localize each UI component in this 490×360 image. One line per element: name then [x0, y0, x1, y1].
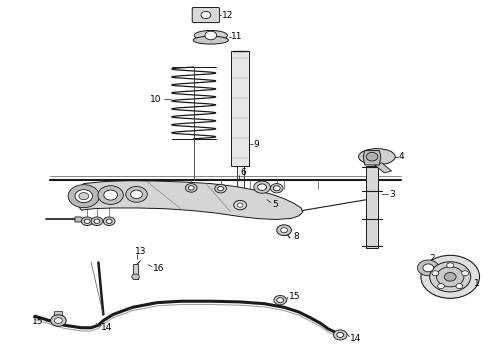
Circle shape: [430, 262, 471, 292]
Polygon shape: [363, 150, 381, 165]
Polygon shape: [374, 163, 392, 173]
Text: 10: 10: [150, 95, 162, 104]
Circle shape: [432, 271, 439, 276]
Circle shape: [274, 296, 287, 305]
Circle shape: [337, 332, 343, 337]
Circle shape: [91, 217, 103, 226]
Circle shape: [98, 186, 123, 204]
Circle shape: [103, 217, 115, 226]
Polygon shape: [231, 51, 249, 166]
Circle shape: [75, 190, 93, 203]
Text: 9: 9: [254, 140, 260, 149]
Circle shape: [201, 12, 211, 19]
Circle shape: [444, 273, 456, 281]
Circle shape: [68, 185, 99, 208]
Circle shape: [333, 330, 347, 340]
Circle shape: [54, 318, 62, 323]
Polygon shape: [366, 166, 378, 248]
Text: 5: 5: [272, 200, 278, 209]
Circle shape: [258, 184, 267, 190]
Text: 1: 1: [474, 279, 479, 288]
Circle shape: [84, 219, 90, 224]
Circle shape: [131, 190, 143, 199]
Circle shape: [81, 217, 93, 226]
Circle shape: [421, 255, 480, 298]
Circle shape: [205, 31, 217, 40]
Circle shape: [423, 264, 434, 272]
Circle shape: [447, 263, 454, 268]
Text: 7: 7: [87, 188, 93, 197]
Circle shape: [437, 267, 464, 287]
Circle shape: [456, 284, 463, 289]
Circle shape: [215, 184, 226, 193]
Circle shape: [218, 186, 223, 191]
Text: 8: 8: [293, 232, 298, 241]
Circle shape: [417, 260, 439, 276]
Text: 3: 3: [389, 190, 395, 199]
Circle shape: [185, 184, 197, 192]
FancyBboxPatch shape: [192, 8, 220, 23]
Circle shape: [132, 274, 140, 280]
Circle shape: [79, 193, 89, 200]
Circle shape: [188, 186, 194, 190]
Circle shape: [462, 271, 468, 276]
Polygon shape: [237, 166, 244, 205]
Text: 14: 14: [101, 323, 112, 332]
Circle shape: [281, 228, 288, 233]
Circle shape: [50, 315, 66, 326]
Circle shape: [94, 219, 100, 224]
Polygon shape: [54, 311, 62, 315]
Text: 13: 13: [135, 247, 147, 256]
Circle shape: [126, 186, 147, 202]
Ellipse shape: [359, 149, 395, 165]
Text: 11: 11: [231, 32, 243, 41]
Circle shape: [366, 152, 378, 161]
Circle shape: [273, 186, 280, 191]
Circle shape: [270, 184, 283, 193]
Text: 4: 4: [399, 152, 405, 161]
Circle shape: [104, 190, 118, 200]
Ellipse shape: [194, 31, 227, 41]
Text: 15: 15: [289, 292, 300, 301]
Ellipse shape: [193, 36, 228, 44]
Polygon shape: [76, 181, 303, 220]
Polygon shape: [133, 264, 139, 279]
Text: 16: 16: [153, 265, 165, 274]
Circle shape: [438, 284, 444, 289]
Text: 2: 2: [430, 255, 435, 264]
Polygon shape: [75, 217, 84, 222]
Circle shape: [254, 181, 270, 193]
Circle shape: [277, 298, 284, 303]
Circle shape: [106, 219, 112, 224]
Circle shape: [234, 201, 246, 210]
Circle shape: [277, 225, 292, 235]
Text: 12: 12: [222, 10, 233, 19]
Circle shape: [237, 203, 243, 207]
Text: 6: 6: [240, 168, 246, 177]
Text: 15: 15: [32, 317, 44, 326]
Text: 14: 14: [350, 334, 362, 343]
